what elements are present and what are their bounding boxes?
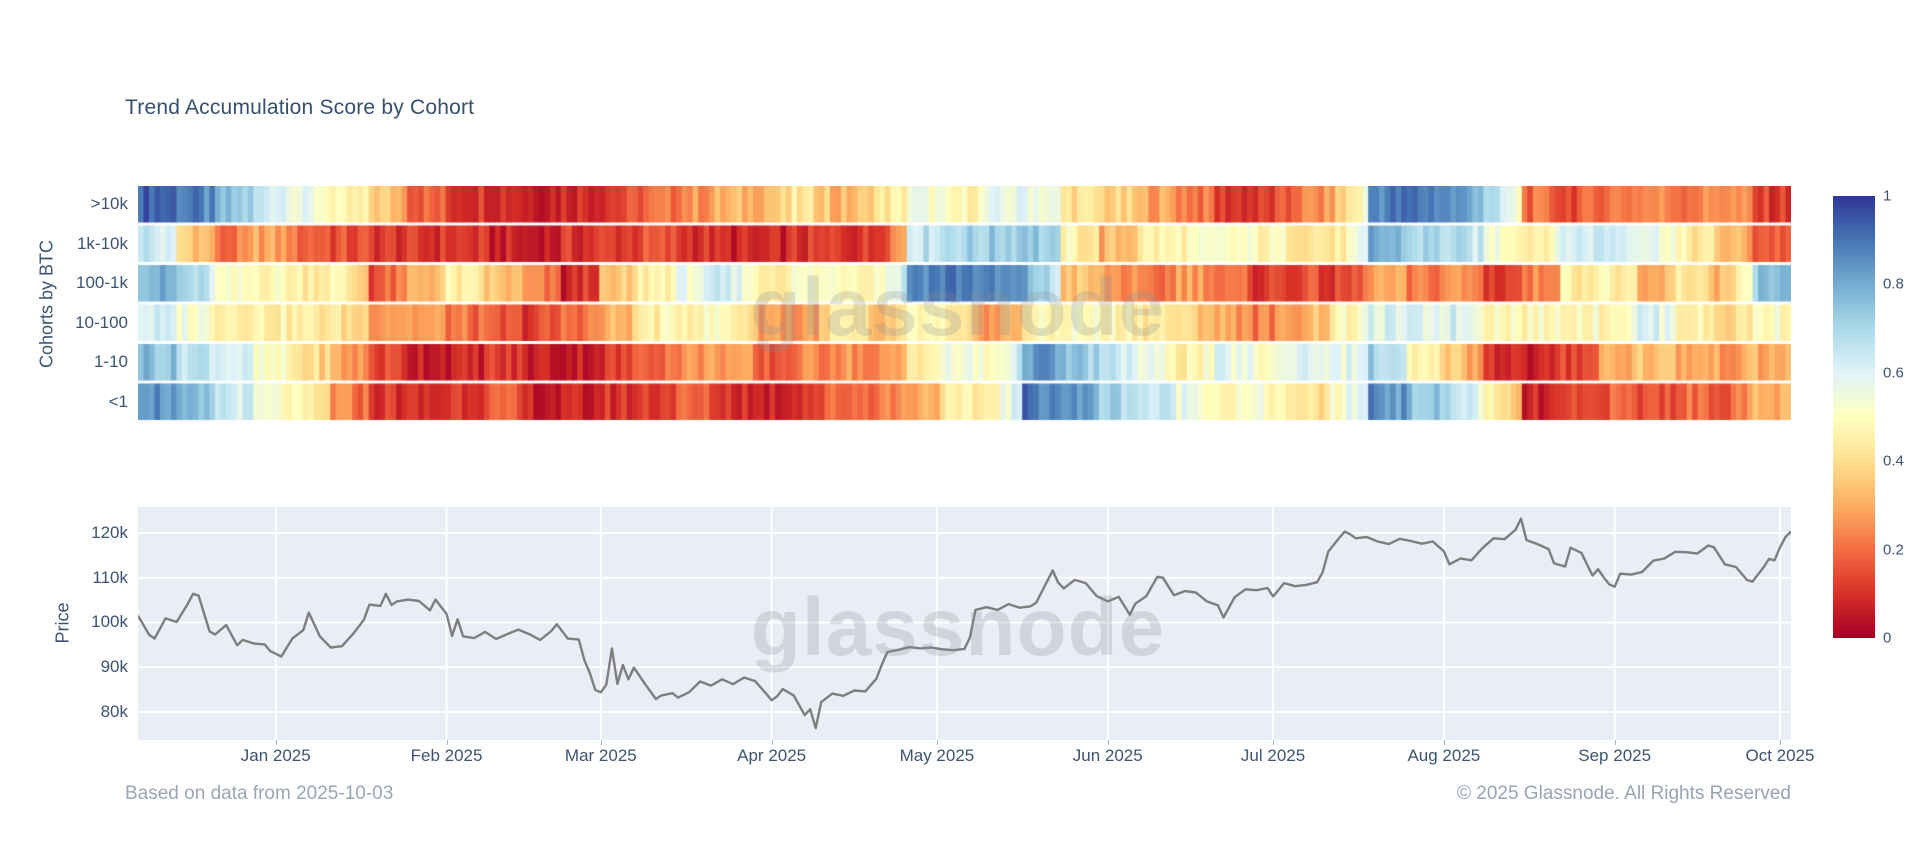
heatmap-y-axis-title: Cohorts by BTC: [36, 239, 57, 369]
x-tick-mark: [1614, 740, 1616, 745]
price-chart[interactable]: [136, 507, 1792, 740]
price-y-tick-label: 110k: [92, 567, 128, 587]
x-tick-label: May 2025: [899, 746, 975, 765]
heatmap-row-label: <1: [108, 391, 128, 411]
x-tick-label: Jun 2025: [1072, 746, 1143, 765]
x-tick-mark: [1443, 740, 1445, 745]
x-tick-label: Feb 2025: [410, 746, 483, 765]
x-tick-label: Apr 2025: [737, 746, 807, 765]
x-tick-mark: [1107, 740, 1109, 745]
x-tick-label: Jul 2025: [1240, 746, 1306, 765]
colorbar-tick-label: 0.2: [1883, 541, 1904, 559]
x-tick-label: Mar 2025: [564, 746, 637, 765]
colorbar-tick-label: 1: [1883, 187, 1892, 205]
heatmap-row-label: 100-1k: [76, 273, 128, 293]
price-line: [136, 517, 1792, 730]
x-tick-mark: [446, 740, 448, 745]
x-tick-mark: [600, 740, 602, 745]
x-tick-mark: [275, 740, 277, 745]
x-tick-label: Jan 2025: [240, 746, 311, 765]
heatmap-row-label: 10-100: [75, 312, 128, 332]
price-plot-area[interactable]: [136, 507, 1792, 740]
data-source-note: Based on data from 2025-10-03: [125, 783, 394, 804]
colorbar-tick-label: 0.6: [1883, 364, 1904, 382]
price-y-tick-label: 100k: [91, 612, 128, 632]
x-tick-mark: [1779, 740, 1781, 745]
x-tick-mark: [1273, 740, 1275, 745]
heatmap-row-label: >10k: [90, 194, 128, 214]
colorbar: [1833, 196, 1875, 638]
price-y-tick-label: 120k: [91, 522, 128, 542]
colorbar-tick-label: 0.8: [1883, 275, 1904, 293]
price-y-tick-label: 80k: [100, 701, 128, 721]
x-tick-mark: [771, 740, 773, 745]
x-tick-label: Aug 2025: [1407, 746, 1481, 765]
x-tick-label: Oct 2025: [1745, 746, 1815, 765]
colorbar-tick-label: 0.4: [1883, 452, 1904, 470]
copyright-note: © 2025 Glassnode. All Rights Reserved: [1456, 783, 1791, 804]
x-tick-mark: [936, 740, 938, 745]
heatmap-row-label: 1-10: [93, 352, 128, 372]
x-tick-label: Sep 2025: [1578, 746, 1652, 765]
price-y-tick-label: 90k: [100, 657, 128, 677]
heatmap-row-label: 1k-10k: [76, 233, 128, 253]
chart-title: Trend Accumulation Score by Cohort: [125, 96, 475, 119]
colorbar-tick-label: 0: [1883, 629, 1892, 647]
heatmap[interactable]: [138, 186, 1791, 423]
